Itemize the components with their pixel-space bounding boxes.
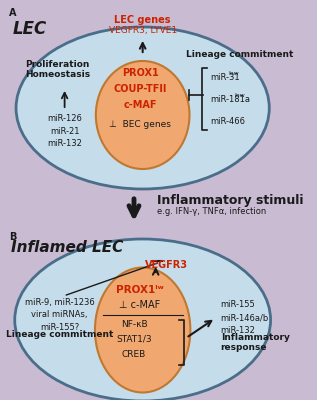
Text: ⊥ c-MAF: ⊥ c-MAF xyxy=(120,300,161,310)
Text: Proliferation
Homeostasis: Proliferation Homeostasis xyxy=(25,60,90,79)
Text: PROX1ᴵʷ: PROX1ᴵʷ xyxy=(116,285,164,295)
Text: Inflamed LEC: Inflamed LEC xyxy=(11,240,123,255)
Text: low: low xyxy=(229,71,239,76)
Text: LEC: LEC xyxy=(13,20,47,38)
Text: Lineage commitment: Lineage commitment xyxy=(6,330,113,339)
Text: low: low xyxy=(235,93,245,98)
Text: Lineage commitment: Lineage commitment xyxy=(186,50,294,59)
Text: LEC genes: LEC genes xyxy=(114,15,171,25)
Text: ⊥  BEC genes: ⊥ BEC genes xyxy=(109,120,171,129)
Text: VEGFR3, LYVE1: VEGFR3, LYVE1 xyxy=(109,26,177,35)
Ellipse shape xyxy=(15,239,271,400)
Text: Inflammatory stimuli: Inflammatory stimuli xyxy=(158,194,304,207)
Text: STAT1/3: STAT1/3 xyxy=(116,335,152,344)
Text: miR-155
miR-146a/b
miR-132: miR-155 miR-146a/b miR-132 xyxy=(221,300,269,335)
Text: NF-κB: NF-κB xyxy=(121,320,147,329)
Text: Inflammatory
response: Inflammatory response xyxy=(221,333,290,352)
Ellipse shape xyxy=(16,27,269,189)
Text: VEGFR3: VEGFR3 xyxy=(146,260,188,270)
Text: A: A xyxy=(9,8,16,18)
Text: miR-31: miR-31 xyxy=(210,73,240,82)
Text: miR-126
miR-21
miR-132: miR-126 miR-21 miR-132 xyxy=(47,114,82,148)
Text: miR-181a: miR-181a xyxy=(210,95,250,104)
Ellipse shape xyxy=(96,61,190,169)
Text: COUP-TFII: COUP-TFII xyxy=(113,84,167,94)
Text: PROX1: PROX1 xyxy=(122,68,158,78)
Text: B: B xyxy=(9,232,16,242)
Ellipse shape xyxy=(95,268,190,392)
Text: miR-9, miR-1236
viral miRNAs,
miR-155?: miR-9, miR-1236 viral miRNAs, miR-155? xyxy=(24,298,94,332)
Text: CREB: CREB xyxy=(122,350,146,359)
Text: c-MAF: c-MAF xyxy=(123,100,157,110)
Text: e.g. IFN-γ, TNFα, infection: e.g. IFN-γ, TNFα, infection xyxy=(158,207,267,216)
Text: miR-466: miR-466 xyxy=(210,117,245,126)
